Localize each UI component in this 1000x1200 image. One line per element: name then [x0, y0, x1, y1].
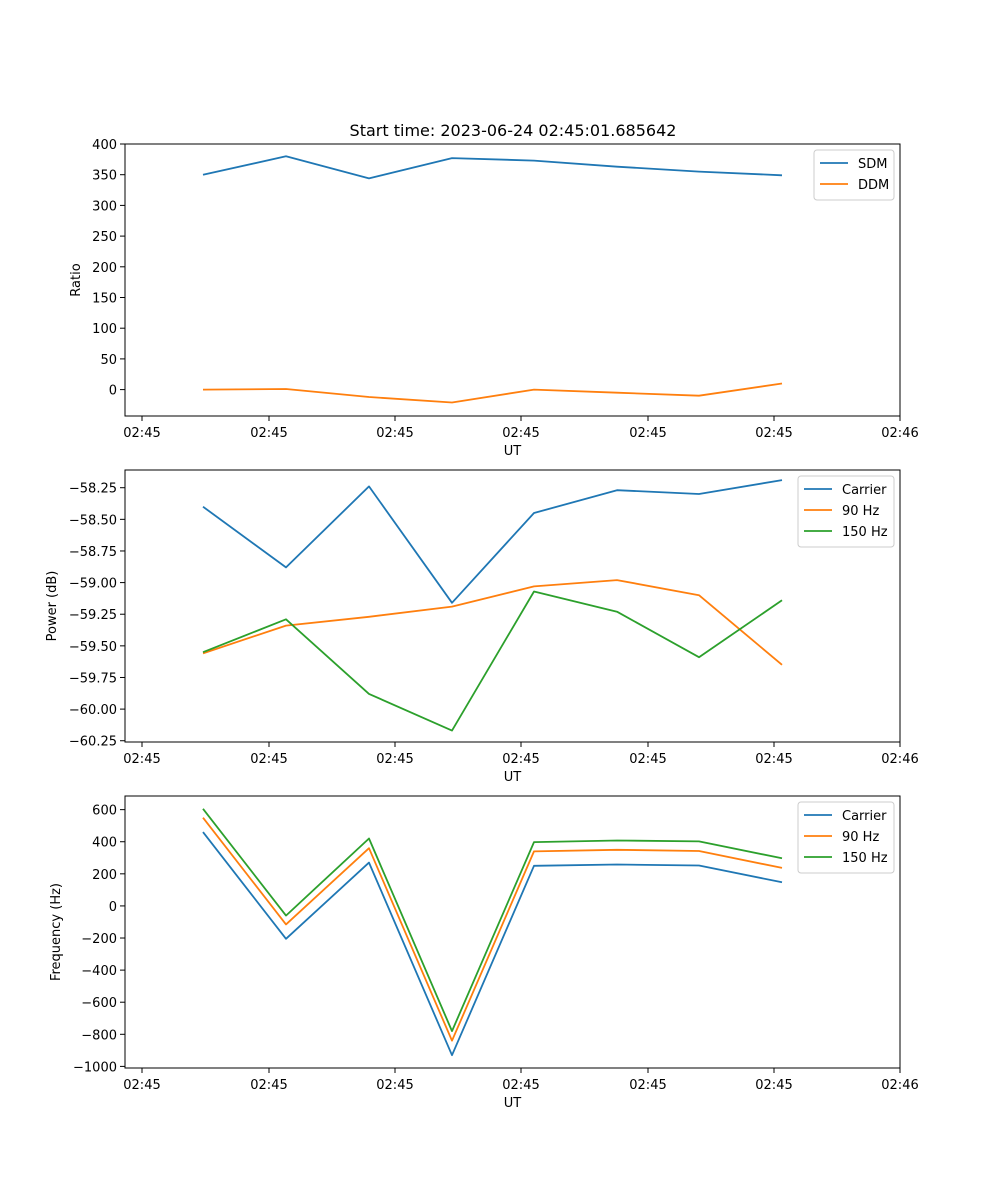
y-tick-label: −600 — [81, 996, 117, 1011]
subplot-1: 02:45 02:45 02:45 02:45 02:45 02:45 02:46 UT 0 50… — [69, 138, 919, 459]
y-tick-label: 400 — [92, 138, 117, 153]
subplot-2: 02:45 02:45 02:45 02:45 02:45 02:45 02:46 UT −60… — [45, 469, 919, 785]
legend: Carrier 90 Hz 150 Hz — [797, 801, 895, 874]
series-line-2 — [202, 382, 783, 404]
x-axis-label: UT — [504, 1096, 522, 1111]
x-tick-label: 02:45 — [250, 752, 287, 767]
y-axis-label: Frequency (Hz) — [49, 883, 64, 981]
x-tick-label: 02:45 — [123, 752, 160, 767]
x-tick-label: 02:46 — [881, 752, 918, 767]
x-tick-label: 02:45 — [376, 1078, 413, 1093]
legend: SDM DDM — [813, 149, 895, 201]
series-line-1 — [202, 155, 783, 180]
y-tick-label: −800 — [81, 1028, 117, 1043]
plots-container: 02:45 02:45 02:45 02:45 02:45 02:45 02:46 UT 0 50… — [45, 138, 919, 1111]
y-tick-label: −58.25 — [69, 482, 117, 497]
y-tick-label: 200 — [92, 261, 117, 276]
legend-box — [797, 801, 895, 874]
axes-frame — [124, 795, 901, 1069]
y-tick-label: −59.00 — [69, 577, 117, 592]
y-tick-label: 350 — [92, 169, 117, 184]
legend-label: 150 Hz — [842, 851, 888, 866]
y-tick-label: 0 — [109, 900, 117, 915]
y-tick-label: −60.25 — [69, 735, 117, 750]
y-tick-label: 150 — [92, 291, 117, 306]
y-tick-label: −1000 — [73, 1060, 117, 1075]
axes-frame — [124, 143, 901, 417]
x-tick-label: 02:45 — [502, 1078, 539, 1093]
series-line-2 — [202, 817, 783, 1042]
figure-title: Start time: 2023-06-24 02:45:01.685642 — [350, 121, 677, 140]
y-tick-label: −59.25 — [69, 608, 117, 623]
y-tick-label: 300 — [92, 199, 117, 214]
series-line-1 — [202, 479, 783, 604]
y-axis-label: Power (dB) — [45, 571, 60, 642]
series-line-3 — [202, 590, 783, 732]
series-line-1 — [202, 831, 783, 1057]
y-tick-label: 0 — [109, 384, 117, 399]
y-tick-label: 400 — [92, 836, 117, 851]
subplot-3: 02:45 02:45 02:45 02:45 02:45 02:45 02:46 UT −10… — [49, 795, 919, 1111]
y-tick-label: −200 — [81, 932, 117, 947]
legend-label: 90 Hz — [842, 504, 879, 519]
y-tick-label: −59.75 — [69, 671, 117, 686]
y-tick-label: −58.75 — [69, 545, 117, 560]
legend: Carrier 90 Hz 150 Hz — [797, 475, 895, 548]
x-tick-label: 02:46 — [881, 1078, 918, 1093]
y-tick-label: −59.50 — [69, 640, 117, 655]
x-axis-label: UT — [504, 444, 522, 459]
x-tick-label: 02:45 — [502, 752, 539, 767]
legend-label: Carrier — [842, 809, 887, 824]
x-axis-label: UT — [504, 770, 522, 785]
legend-label: 90 Hz — [842, 830, 879, 845]
y-tick-label: −400 — [81, 964, 117, 979]
legend-label: DDM — [858, 178, 889, 193]
legend-label: Carrier — [842, 483, 887, 498]
axes-frame — [124, 469, 901, 743]
y-tick-label: −58.50 — [69, 513, 117, 528]
x-tick-label: 02:45 — [755, 752, 792, 767]
x-tick-label: 02:45 — [755, 426, 792, 441]
x-tick-label: 02:45 — [123, 1078, 160, 1093]
x-tick-label: 02:45 — [502, 426, 539, 441]
x-tick-label: 02:46 — [881, 426, 918, 441]
x-tick-label: 02:45 — [629, 426, 666, 441]
x-tick-label: 02:45 — [250, 1078, 287, 1093]
y-tick-label: 600 — [92, 804, 117, 819]
y-tick-label: 250 — [92, 230, 117, 245]
legend-box — [797, 475, 895, 548]
series-line-3 — [202, 808, 783, 1032]
x-tick-label: 02:45 — [755, 1078, 792, 1093]
y-tick-label: 200 — [92, 868, 117, 883]
y-tick-label: −60.00 — [69, 703, 117, 718]
x-tick-label: 02:45 — [376, 752, 413, 767]
y-axis-label: Ratio — [69, 263, 84, 296]
legend-label: 150 Hz — [842, 525, 888, 540]
y-tick-label: 100 — [92, 322, 117, 337]
x-tick-label: 02:45 — [629, 752, 666, 767]
y-tick-label: 50 — [100, 353, 117, 368]
x-tick-label: 02:45 — [250, 426, 287, 441]
series-line-2 — [202, 579, 783, 666]
x-tick-label: 02:45 — [629, 1078, 666, 1093]
legend-label: SDM — [858, 157, 887, 172]
x-tick-label: 02:45 — [376, 426, 413, 441]
x-tick-label: 02:45 — [123, 426, 160, 441]
